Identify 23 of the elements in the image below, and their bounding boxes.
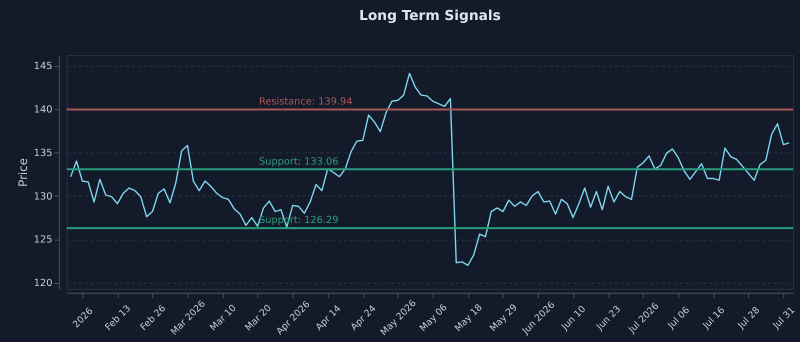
x-tick-label: Jun 23 — [594, 304, 624, 334]
x-tick-label: Jul 31 — [770, 304, 798, 332]
x-tick-label: Jul 06 — [665, 304, 692, 332]
ref-line-label: Resistance: 139.94 — [259, 96, 353, 108]
y-tick-label: 125 — [34, 234, 53, 246]
line-series — [70, 72, 790, 266]
y-tick-label: 145 — [34, 61, 53, 72]
y-tick-label: 140 — [34, 104, 53, 116]
y-tick-label: 130 — [34, 191, 53, 202]
y-tick-label: 135 — [34, 148, 53, 159]
x-tick-label: Jul 16 — [700, 304, 728, 332]
x-tick-label: Mar 20 — [243, 302, 274, 334]
x-tick-label: Jul 28 — [735, 304, 762, 332]
x-tick-label: Apr 14 — [314, 303, 344, 333]
y-tick-label: 120 — [34, 278, 53, 290]
x-tick-label: Jun 10 — [558, 304, 588, 334]
x-tick-label: Feb 13 — [103, 303, 134, 334]
x-tick-label: Apr 24 — [348, 303, 378, 333]
chart-title: Long Term Signals — [359, 8, 501, 24]
ref-line-label: Support: 133.06 — [259, 156, 338, 168]
y-axis-title: Price — [16, 158, 30, 187]
x-tick-label: Feb 26 — [138, 303, 168, 334]
x-tick-label: Mar 10 — [208, 302, 239, 334]
